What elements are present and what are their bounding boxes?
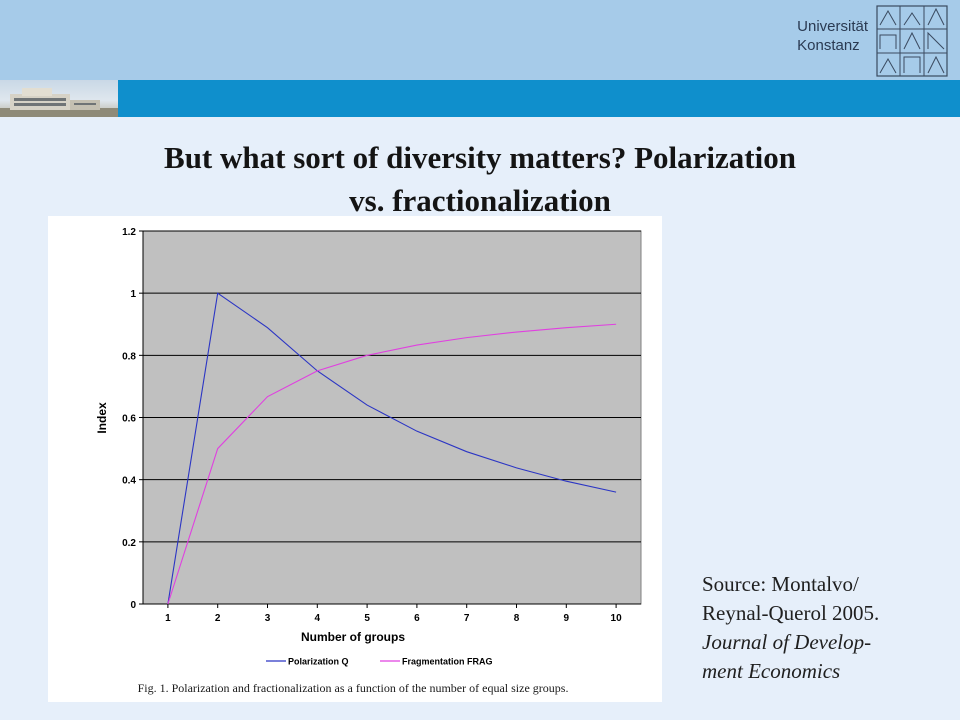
x-tick-label: 9 xyxy=(564,613,570,624)
x-tick-label: 6 xyxy=(414,613,420,624)
campus-building-photo-icon xyxy=(0,80,118,117)
series-line-polarization xyxy=(167,292,617,605)
x-tick-label: 8 xyxy=(514,613,520,624)
university-name-line2: Konstanz xyxy=(797,37,860,54)
slide-title: But what sort of diversity matters? Pola… xyxy=(40,136,920,222)
x-tick-label: 10 xyxy=(611,613,623,624)
x-axis-label: Number of groups xyxy=(301,630,405,644)
legend-label: Fragmentation FRAG xyxy=(402,657,493,667)
series-lines xyxy=(167,292,617,605)
y-axis-label: Index xyxy=(95,402,109,434)
x-tick-label: 3 xyxy=(265,613,271,624)
source-journal-line2: ment Economics xyxy=(702,659,841,683)
source-journal-line1: Journal of Develop- xyxy=(702,630,872,654)
figure-caption: Fig. 1. Polarization and fractionalizati… xyxy=(138,681,569,695)
legend: Polarization Q Fragmentation FRAG xyxy=(266,657,493,667)
university-name: Universität Konstanz xyxy=(797,17,868,55)
y-tick-label: 0 xyxy=(130,600,136,611)
header-band xyxy=(0,0,960,80)
legend-label: Polarization Q xyxy=(288,657,349,667)
chart-panel: 0 0.2 0.4 0.6 0.8 1 1.2 1 2 3 4 5 6 7 8 9 10 Number of g… xyxy=(48,216,662,702)
y-tick-label: 1.2 xyxy=(122,227,136,238)
source-line2: Reynal-Querol 2005. xyxy=(702,601,880,625)
series-line-fragmentation xyxy=(167,323,617,605)
tick-labels: 0 0.2 0.4 0.6 0.8 1 1.2 1 2 3 4 5 6 7 8 9 10 xyxy=(122,227,622,624)
axes xyxy=(139,230,641,608)
university-konstanz-logo-icon xyxy=(876,5,948,77)
y-tick-label: 0.2 xyxy=(122,538,136,549)
y-tick-label: 0.6 xyxy=(122,414,136,425)
source-citation: Source: Montalvo/ Reynal-Querol 2005. Jo… xyxy=(702,570,952,686)
slide-title-line1: But what sort of diversity matters? Pola… xyxy=(164,140,796,175)
y-tick-label: 1 xyxy=(130,289,136,300)
source-line1: Source: Montalvo/ xyxy=(702,572,859,596)
x-tick-label: 4 xyxy=(315,613,321,624)
y-tick-label: 0.4 xyxy=(122,476,136,487)
x-tick-label: 2 xyxy=(215,613,221,624)
university-name-line1: Universität xyxy=(797,18,868,35)
x-tick-label: 5 xyxy=(364,613,370,624)
slide-title-line2: vs. fractionalization xyxy=(349,183,611,218)
x-tick-label: 1 xyxy=(165,613,171,624)
line-chart: 0 0.2 0.4 0.6 0.8 1 1.2 1 2 3 4 5 6 7 8 9 10 Number of g… xyxy=(95,227,642,695)
y-tick-label: 0.8 xyxy=(122,351,136,362)
accent-band xyxy=(118,80,960,117)
gridlines xyxy=(143,230,641,543)
x-tick-label: 7 xyxy=(464,613,470,624)
